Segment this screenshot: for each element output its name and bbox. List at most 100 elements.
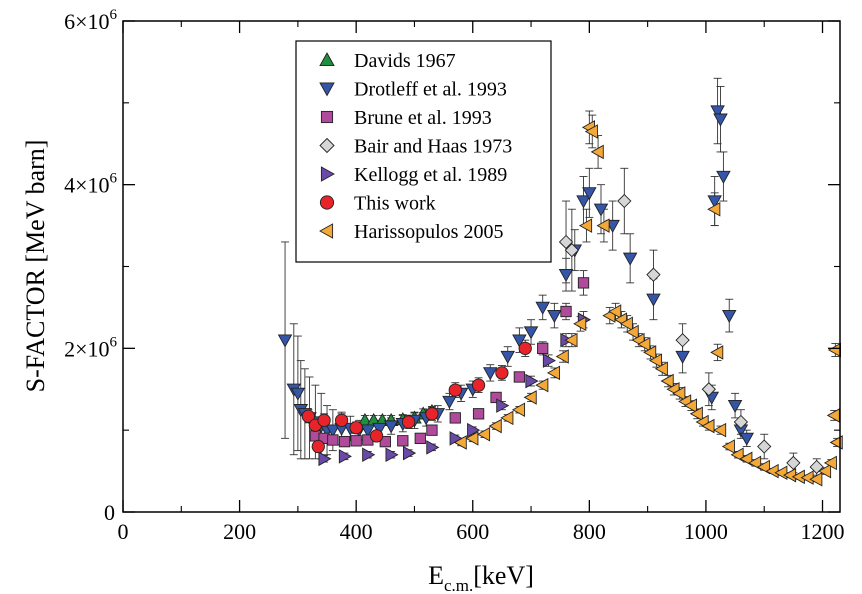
point-harissopulos-2005 [590, 144, 604, 160]
x-tick-label: 600 [456, 519, 489, 544]
point-kellogg-et-al-1989 [426, 440, 440, 455]
point-harissopulos-2005 [827, 342, 841, 358]
point-drotleff-et-al-1993 [593, 203, 609, 217]
x-tick-label: 0 [118, 519, 129, 544]
y-tick-label: 0 [104, 500, 115, 525]
y-tick-base: 2×10 [64, 336, 109, 361]
point-brune-et-al-1993 [537, 342, 549, 354]
point-drotleff-et-al-1993 [727, 399, 743, 414]
point-drotleff-et-al-1993 [739, 432, 754, 446]
point-kellogg-et-al-1989 [542, 353, 556, 368]
point-this-work [301, 409, 315, 423]
point-this-work [369, 429, 384, 443]
point-drotleff-et-al-1993 [558, 269, 574, 283]
point-harissopulos-2005 [555, 349, 569, 364]
point-brune-et-al-1993 [379, 435, 391, 448]
x-tick-label: 200 [223, 519, 256, 544]
point-brune-et-al-1993 [338, 435, 351, 448]
point-harissopulos-2005 [546, 365, 561, 381]
point-drotleff-et-al-1993 [383, 420, 399, 434]
point-bair-and-haas-1973 [757, 439, 772, 454]
point-drotleff-et-al-1993 [442, 395, 457, 409]
point-kellogg-et-al-1989 [402, 445, 417, 461]
point-harissopulos-2005 [579, 218, 593, 233]
point-brune-et-al-1993 [414, 432, 426, 444]
x-tick-label: 400 [340, 519, 373, 544]
legend-label-bair-and-haas-1973: Bair and Haas 1973 [354, 136, 512, 158]
point-harissopulos-2005 [809, 472, 823, 487]
point-drotleff-et-al-1993 [710, 105, 725, 119]
x-tick-label: 1000 [684, 519, 728, 544]
point-drotleff-et-al-1993 [482, 367, 498, 381]
point-drotleff-et-al-1993 [547, 309, 562, 324]
legend-label-kellogg-et-al-1989: Kellogg et al. 1989 [354, 164, 507, 186]
point-drotleff-et-al-1993 [277, 334, 293, 348]
point-kellogg-et-al-1989 [385, 447, 399, 462]
y-tick-label: 4×106 [64, 171, 117, 198]
point-brune-et-al-1993 [577, 277, 590, 289]
point-harissopulos-2005 [648, 353, 663, 368]
x-axis-unit: [keV] [473, 561, 534, 590]
point-this-work [311, 439, 325, 454]
legend: Davids 1967 Drotleff et al. 1993 Brune et … [295, 40, 552, 263]
y-tick-label: 2×106 [64, 334, 117, 361]
point-harissopulos-2005 [707, 201, 721, 217]
point-drotleff-et-al-1993 [707, 195, 722, 209]
x-tick-label: 800 [573, 519, 606, 544]
point-bair-and-haas-1973 [564, 242, 579, 258]
point-harissopulos-2005 [713, 422, 727, 438]
point-bair-and-haas-1973 [646, 267, 661, 282]
point-this-work [518, 341, 532, 355]
y-tick-exponent: 6 [110, 334, 118, 350]
point-kellogg-et-al-1989 [496, 398, 510, 413]
point-harissopulos-2005 [488, 418, 502, 434]
point-harissopulos-2005 [823, 455, 837, 471]
point-drotleff-et-al-1993 [675, 350, 690, 364]
point-brune-et-al-1993 [397, 435, 409, 447]
point-harissopulos-2005 [453, 435, 467, 450]
point-harissopulos-2005 [721, 439, 735, 454]
point-harissopulos-2005 [535, 377, 549, 393]
y-tick-base: 6×10 [64, 9, 109, 34]
point-harissopulos-2005 [596, 218, 610, 233]
point-this-work [317, 413, 331, 427]
point-kellogg-et-al-1989 [362, 447, 376, 462]
legend-label-this-work: This work [354, 193, 436, 215]
point-harissopulos-2005 [683, 398, 698, 413]
point-harissopulos-2005 [660, 373, 674, 389]
point-drotleff-et-al-1993 [716, 170, 731, 184]
point-this-work [495, 366, 509, 380]
point-harissopulos-2005 [739, 451, 753, 467]
point-drotleff-et-al-1993 [500, 350, 515, 364]
point-drotleff-et-al-1993 [325, 424, 341, 438]
point-this-work [425, 407, 439, 421]
point-harissopulos-2005 [511, 402, 526, 417]
point-harissopulos-2005 [500, 410, 514, 426]
axis-ticks [122, 20, 840, 513]
point-harissopulos-2005 [564, 332, 578, 348]
point-drotleff-et-al-1993 [721, 309, 737, 324]
point-harissopulos-2005 [619, 316, 633, 332]
point-harissopulos-2005 [584, 124, 598, 139]
point-drotleff-et-al-1993 [576, 195, 591, 209]
point-drotleff-et-al-1993 [713, 113, 728, 127]
legend-marker-harissopulos-2005 [319, 223, 334, 239]
point-brune-et-al-1993 [490, 391, 502, 404]
point-drotleff-et-al-1993 [646, 293, 661, 307]
point-brune-et-al-1993 [426, 424, 438, 436]
point-harissopulos-2005 [637, 336, 651, 352]
point-harissopulos-2005 [573, 316, 587, 332]
point-drotleff-et-al-1993 [372, 422, 387, 436]
point-harissopulos-2005 [476, 426, 491, 442]
point-harissopulos-2005 [818, 463, 832, 479]
legend-marker-brune-et-al-1993 [320, 110, 334, 124]
point-drotleff-et-al-1993 [622, 252, 638, 266]
legend-label-brune-et-al-1993: Brune et al. 1993 [354, 107, 492, 129]
point-bair-and-haas-1973 [675, 333, 690, 348]
point-drotleff-et-al-1993 [582, 187, 597, 201]
point-bair-and-haas-1973 [733, 414, 749, 430]
point-kellogg-et-al-1989 [467, 422, 481, 438]
point-harissopulos-2005 [701, 418, 715, 434]
legend-label-davids-1967: Davids 1967 [354, 50, 456, 72]
